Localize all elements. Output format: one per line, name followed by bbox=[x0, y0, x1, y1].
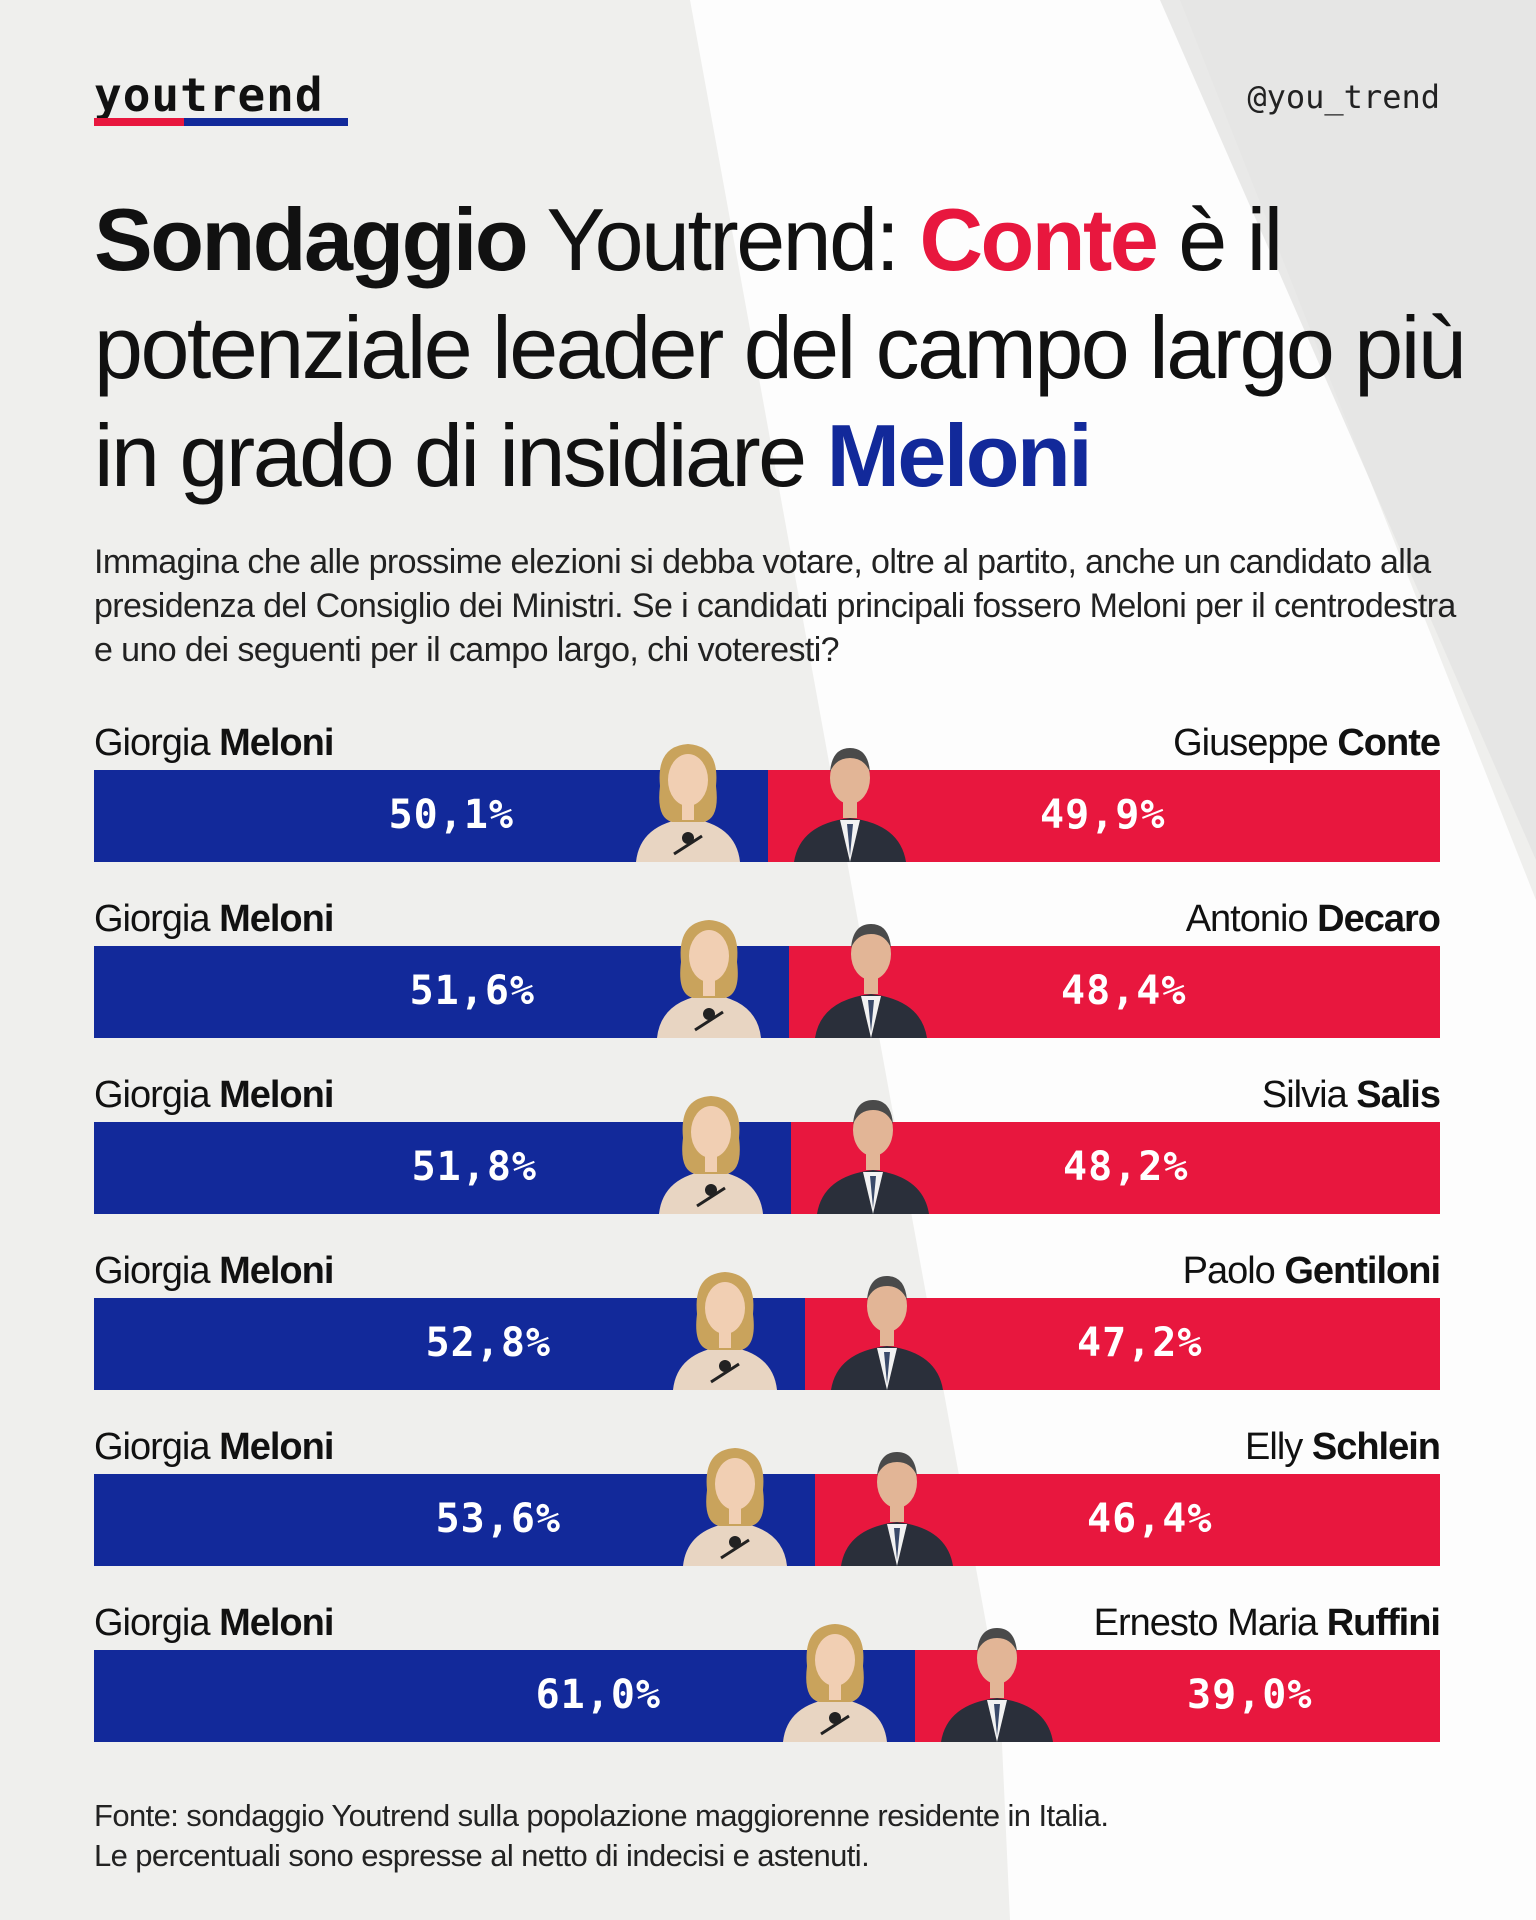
portrait-meloni bbox=[765, 1606, 905, 1742]
candidate-right-name: Elly Schlein bbox=[1245, 1426, 1441, 1469]
candidate-last-name: Meloni bbox=[219, 1426, 334, 1468]
matchup-row: Giorgia Meloni Ernesto Maria Ruffini 61,0%… bbox=[94, 1602, 1441, 1742]
candidate-first-name: Silvia bbox=[1261, 1074, 1357, 1116]
candidate-last-name: Meloni bbox=[219, 1602, 334, 1644]
matchup-names: Giorgia Meloni Giuseppe Conte bbox=[94, 722, 1441, 766]
candidate-right-name: Silvia Salis bbox=[1261, 1074, 1441, 1117]
value-label-meloni: 51,6% bbox=[409, 968, 535, 1014]
value-label-opponent: 39,0% bbox=[1187, 1672, 1313, 1718]
stacked-bar: 53,6% 46,4% bbox=[94, 1448, 1440, 1566]
value-label-meloni: 51,8% bbox=[411, 1144, 537, 1190]
value-label-opponent: 47,2% bbox=[1077, 1320, 1203, 1366]
candidate-first-name: Giorgia bbox=[94, 1602, 220, 1644]
matchup-names: Giorgia Meloni Antonio Decaro bbox=[94, 898, 1441, 942]
portrait-opponent bbox=[927, 1606, 1067, 1742]
candidate-left-name: Giorgia Meloni bbox=[94, 1074, 334, 1117]
value-label-meloni: 50,1% bbox=[388, 792, 514, 838]
candidate-last-name: Meloni bbox=[219, 722, 334, 764]
title-part: Sondaggio bbox=[94, 190, 529, 289]
portrait-opponent bbox=[801, 902, 941, 1038]
candidate-last-name: Meloni bbox=[219, 898, 334, 940]
matchup-names: Giorgia Meloni Paolo Gentiloni bbox=[94, 1250, 1441, 1294]
stacked-bar: 51,6% 48,4% bbox=[94, 920, 1440, 1038]
portrait-meloni bbox=[618, 726, 758, 862]
candidate-last-name: Gentiloni bbox=[1284, 1250, 1441, 1292]
candidate-right-name: Paolo Gentiloni bbox=[1182, 1250, 1441, 1293]
stacked-bar: 52,8% 47,2% bbox=[94, 1272, 1440, 1390]
candidate-left-name: Giorgia Meloni bbox=[94, 1602, 334, 1645]
title-highlight-meloni: Meloni bbox=[826, 406, 1093, 505]
candidate-first-name: Giorgia bbox=[94, 722, 220, 764]
value-label-opponent: 46,4% bbox=[1087, 1496, 1213, 1542]
candidate-last-name: Ruffini bbox=[1326, 1602, 1441, 1644]
page-title: Sondaggio Youtrend: Conte è il potenzial… bbox=[94, 186, 1494, 510]
matchup-row: Giorgia Meloni Giuseppe Conte 50,1% 49,9% bbox=[94, 722, 1441, 862]
candidate-right-name: Giuseppe Conte bbox=[1173, 722, 1441, 765]
matchup-names: Giorgia Meloni Elly Schlein bbox=[94, 1426, 1441, 1470]
title-part: Youtrend: bbox=[526, 190, 920, 289]
candidate-last-name: Conte bbox=[1337, 722, 1441, 764]
matchup-names: Giorgia Meloni Silvia Salis bbox=[94, 1074, 1441, 1118]
survey-question: Immagina che alle prossime elezioni si d… bbox=[94, 543, 1456, 669]
portrait-opponent bbox=[827, 1430, 967, 1566]
candidate-first-name: Giuseppe bbox=[1173, 722, 1338, 764]
candidate-left-name: Giorgia Meloni bbox=[94, 898, 334, 941]
candidate-last-name: Salis bbox=[1356, 1074, 1441, 1116]
matchup-names: Giorgia Meloni Ernesto Maria Ruffini bbox=[94, 1602, 1441, 1646]
candidate-last-name: Schlein bbox=[1311, 1426, 1441, 1468]
value-label-opponent: 49,9% bbox=[1040, 792, 1166, 838]
stacked-bar: 51,8% 48,2% bbox=[94, 1096, 1440, 1214]
footnote-note: Le percentuali sono espresse al netto di… bbox=[94, 1838, 870, 1873]
value-label-meloni: 61,0% bbox=[535, 1672, 661, 1718]
candidate-first-name: Giorgia bbox=[94, 1426, 220, 1468]
value-label-opponent: 48,4% bbox=[1061, 968, 1187, 1014]
title-highlight-conte: Conte bbox=[919, 190, 1158, 289]
candidate-first-name: Elly bbox=[1245, 1426, 1312, 1468]
portrait-meloni bbox=[655, 1254, 795, 1390]
candidate-first-name: Antonio bbox=[1185, 898, 1318, 940]
portrait-opponent bbox=[803, 1078, 943, 1214]
candidate-left-name: Giorgia Meloni bbox=[94, 1426, 334, 1469]
portrait-meloni bbox=[641, 1078, 781, 1214]
portrait-meloni bbox=[639, 902, 779, 1038]
candidate-last-name: Meloni bbox=[219, 1074, 334, 1116]
candidate-last-name: Meloni bbox=[219, 1250, 334, 1292]
value-label-opponent: 48,2% bbox=[1063, 1144, 1189, 1190]
logo-underline bbox=[94, 118, 348, 126]
portrait-opponent bbox=[780, 726, 920, 862]
title-part: è il potenziale leader del campo largo p… bbox=[94, 190, 1467, 505]
portrait-opponent bbox=[817, 1254, 957, 1390]
stacked-bar: 61,0% 39,0% bbox=[94, 1624, 1440, 1742]
social-handle: @you_trend bbox=[1247, 78, 1440, 116]
candidate-right-name: Ernesto Maria Ruffini bbox=[1093, 1602, 1441, 1645]
candidate-first-name: Ernesto Maria bbox=[1093, 1602, 1327, 1644]
candidate-first-name: Giorgia bbox=[94, 1074, 220, 1116]
value-label-meloni: 53,6% bbox=[435, 1496, 561, 1542]
matchup-row: Giorgia Meloni Antonio Decaro 51,6% 48,4% bbox=[94, 898, 1441, 1038]
portrait-meloni bbox=[665, 1430, 805, 1566]
footnote: Fonte: sondaggio Youtrend sulla popolazi… bbox=[94, 1796, 1474, 1876]
candidate-first-name: Paolo bbox=[1182, 1250, 1285, 1292]
candidate-first-name: Giorgia bbox=[94, 1250, 220, 1292]
matchup-row: Giorgia Meloni Paolo Gentiloni 52,8% 47,2% bbox=[94, 1250, 1441, 1390]
logo: youtrend bbox=[94, 68, 324, 122]
footnote-source: Fonte: sondaggio Youtrend sulla popolazi… bbox=[94, 1798, 1109, 1833]
bar-segment-meloni bbox=[94, 1650, 915, 1742]
stacked-bar: 50,1% 49,9% bbox=[94, 744, 1440, 862]
value-label-meloni: 52,8% bbox=[425, 1320, 551, 1366]
matchup-row: Giorgia Meloni Silvia Salis 51,8% 48,2% bbox=[94, 1074, 1441, 1214]
matchup-row: Giorgia Meloni Elly Schlein 53,6% 46,4% bbox=[94, 1426, 1441, 1566]
candidate-left-name: Giorgia Meloni bbox=[94, 722, 334, 765]
candidate-right-name: Antonio Decaro bbox=[1185, 898, 1441, 941]
candidate-first-name: Giorgia bbox=[94, 898, 220, 940]
candidate-last-name: Decaro bbox=[1317, 898, 1441, 940]
candidate-left-name: Giorgia Meloni bbox=[94, 1250, 334, 1293]
